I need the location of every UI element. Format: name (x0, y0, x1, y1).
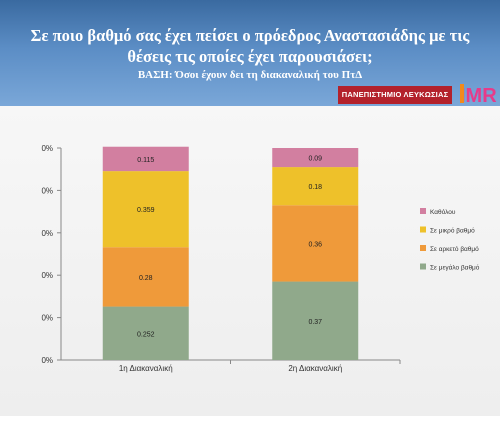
legend-label: Σε μεγάλο βαθμό (430, 264, 480, 272)
y-tick-label: 0% (41, 144, 53, 153)
data-label: 0.09 (308, 156, 322, 163)
bar-segment (102, 306, 189, 360)
bar-segment (272, 148, 359, 168)
bar-segment (102, 171, 189, 248)
y-tick-label: 0% (41, 271, 53, 280)
imr-logo-bar (460, 84, 464, 103)
data-label: 0.37 (308, 319, 322, 326)
bar-segment (272, 281, 359, 360)
legend-swatch (420, 245, 426, 251)
imr-logo-text: IMR (460, 85, 497, 106)
x-tick-label: 2η Διακαναλική (288, 364, 342, 373)
data-label: 0.18 (308, 184, 322, 191)
data-label: 0.36 (308, 241, 322, 248)
x-tick-label: 1η Διακαναλική (119, 364, 173, 373)
y-tick-label: 0% (41, 314, 53, 323)
stacked-bar-chart: 0% 0% 0% 0% 0% 0% 0.252 0.28 0.359 0.115 1η Διακαν… (41, 144, 480, 373)
data-label: 0.28 (139, 275, 153, 282)
legend-swatch (420, 263, 426, 270)
data-label: 0.359 (137, 207, 155, 214)
legend-label: Καθόλου (430, 208, 456, 216)
legend-label: Σε αρκετό βαθμό (430, 245, 479, 253)
y-tick-label: 0% (41, 229, 53, 238)
y-tick-label: 0% (41, 186, 53, 195)
data-label: 0.252 (137, 331, 155, 338)
legend-swatch (420, 226, 426, 233)
bar-segment (272, 167, 359, 206)
page-subtitle: ΒΑΣΗ: Όσοι έχουν δει τη διακαναλική του … (137, 69, 363, 81)
chart-area: 0% 0% 0% 0% 0% 0% 0.252 0.28 0.359 0.115 1η Διακαν… (0, 106, 500, 416)
legend-label: Σε μικρό βαθμό (430, 227, 475, 235)
university-logo: ΠΑΝΕΠΙΣΤΗΜΙΟ ΛΕΥΚΩΣΙΑΣ (338, 86, 452, 104)
bar-segment (272, 205, 359, 282)
header-banner: Σε ποιο βαθμό σας έχει πείσει ο πρόεδρος… (0, 0, 500, 106)
data-label: 0.115 (137, 157, 154, 164)
y-tick-label: 0% (41, 356, 53, 365)
legend-swatch (420, 208, 426, 214)
bar-segment (102, 146, 189, 172)
bar-segment (102, 247, 189, 307)
imr-logo: IMR (460, 84, 497, 106)
page-title: Σε ποιο βαθμό σας έχει πείσει ο πρόεδρος… (30, 26, 470, 66)
